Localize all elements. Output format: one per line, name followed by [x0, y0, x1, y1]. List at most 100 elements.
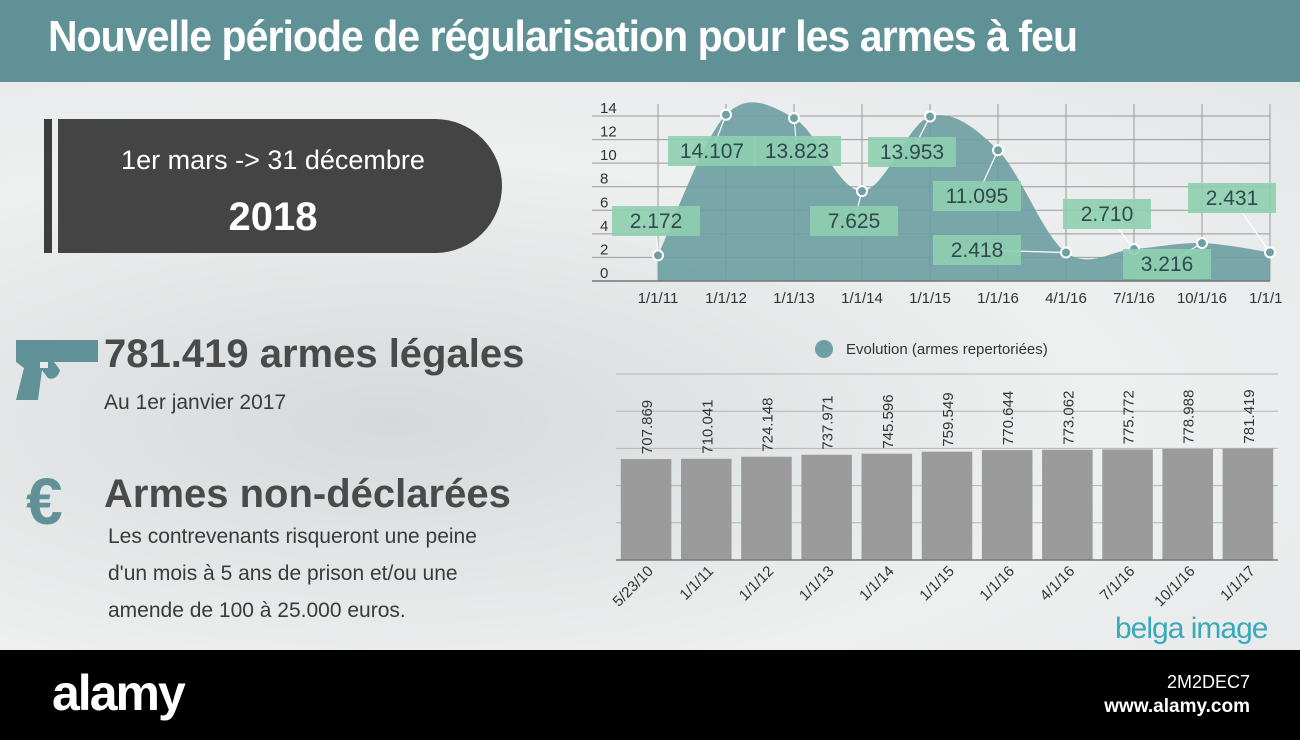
undeclared-description: Les contrevenants risqueront une peine d…: [108, 518, 477, 629]
legal-subtitle: Au 1er janvier 2017: [104, 391, 287, 414]
period-box-pill: 1er mars -> 31 décembre 2018: [58, 119, 502, 253]
bar-value-label: 778.988: [1181, 390, 1198, 444]
bar: [1102, 449, 1153, 560]
data-label: 7.625: [828, 210, 881, 233]
x-tick-label: 5/23/10: [610, 563, 657, 610]
x-tick-label: 7/1/16: [1113, 290, 1155, 307]
image-id: 2M2DEC7: [1166, 672, 1250, 692]
data-point: [720, 108, 732, 121]
x-tick-label: 1/1/14: [841, 290, 883, 307]
x-tick-label: 1/1/12: [705, 290, 747, 307]
data-label-box: [753, 136, 841, 166]
bar-value-label: 724.148: [759, 398, 776, 452]
bar: [620, 459, 672, 560]
pistol-icon: [16, 340, 98, 400]
data-label-box: [612, 206, 700, 236]
data-label: 2.710: [1081, 203, 1134, 226]
data-label-box: [1188, 183, 1276, 213]
description-line: amende de 100 à 25.000 euros.: [108, 599, 406, 622]
data-label-box: [1123, 249, 1211, 279]
x-tick-label: 1/1/16: [976, 563, 1018, 605]
data-label: 2.172: [630, 210, 683, 233]
legend-marker: [815, 340, 833, 358]
data-point: [992, 144, 1004, 157]
y-tick-label: 2: [600, 241, 608, 258]
period-box: 1er mars -> 31 décembre 2018: [44, 119, 502, 253]
bar: [1222, 448, 1274, 560]
x-tick-label: 1/1/12: [736, 563, 778, 605]
data-label: 2.418: [951, 239, 1004, 262]
y-tick-label: 10: [600, 147, 617, 164]
x-tick-label: 1/1/13: [796, 563, 838, 605]
data-point: [1060, 246, 1072, 259]
bar-value-label: 775.772: [1121, 390, 1138, 444]
svg-text:€: €: [26, 468, 63, 532]
bar-value-label: 745.596: [880, 394, 897, 448]
data-label-box: [868, 137, 956, 167]
data-point: [788, 112, 800, 125]
y-tick-label: 0: [600, 265, 608, 282]
data-label-box: [933, 181, 1021, 211]
data-label: 13.953: [880, 141, 944, 164]
x-tick-label: 7/1/16: [1097, 563, 1139, 605]
x-tick-label: 1/1/11: [676, 563, 717, 604]
data-label: 3.216: [1141, 253, 1194, 276]
x-tick-label: 1/1/13: [773, 290, 815, 307]
x-tick-label: 1/1/14: [856, 563, 898, 605]
bar-value-label: 707.869: [639, 400, 656, 454]
page-title: Nouvelle période de régularisation pour …: [48, 12, 1078, 61]
bar: [1162, 448, 1214, 560]
title-banner: Nouvelle période de régularisation pour …: [0, 0, 1300, 82]
data-label: 2.431: [1206, 187, 1259, 210]
data-label-box: [810, 206, 898, 236]
data-point: [1196, 237, 1208, 250]
y-tick-label: 4: [600, 218, 608, 235]
x-tick-label: 1/1/16: [977, 290, 1019, 307]
y-tick-label: 8: [600, 171, 608, 188]
legend-label: Evolution (armes repertoriées): [846, 341, 1048, 358]
x-tick-label: 1/1/17: [1217, 563, 1259, 605]
period-box-accent: [44, 119, 52, 253]
alamy-url: www.alamy.com: [1104, 696, 1250, 717]
y-tick-label: 14: [600, 100, 617, 117]
footer-bar: [0, 650, 1300, 740]
bar-value-label: 759.549: [940, 392, 957, 446]
bar-value-label: 773.062: [1060, 391, 1077, 445]
euro-icon: €: [26, 468, 63, 532]
data-label-box: [668, 136, 756, 166]
x-tick-label: 1/1/15: [916, 563, 958, 605]
undeclared-headline: Armes non-déclarées: [104, 472, 511, 516]
bar: [801, 454, 852, 560]
data-label: 11.095: [946, 185, 1009, 208]
data-point: [1264, 246, 1276, 259]
x-tick-label: 1/1/11: [638, 290, 679, 307]
description-line: Les contrevenants risqueront une peine: [108, 525, 477, 548]
bar-value-label: 781.419: [1241, 389, 1258, 443]
bar: [1042, 449, 1093, 560]
data-label: 14.107: [680, 140, 744, 163]
description-line: d'un mois à 5 ans de prison et/ou une: [108, 562, 458, 585]
bar: [981, 450, 1033, 560]
data-label-box: [1063, 199, 1151, 229]
bar: [741, 456, 792, 560]
x-tick-label: 10/1/16: [1151, 563, 1198, 610]
data-point: [924, 110, 936, 123]
x-tick-label: 10/1/16: [1177, 290, 1227, 307]
bar: [861, 453, 913, 560]
period-year: 2018: [228, 195, 318, 239]
data-point: [856, 185, 868, 198]
y-tick-label: 6: [600, 194, 608, 211]
data-point: [652, 249, 664, 262]
bar-value-label: 737.971: [820, 396, 837, 450]
x-tick-label: 1/1/15: [909, 290, 951, 307]
bar: [680, 458, 732, 560]
belga-image-logo: belga image: [1115, 612, 1268, 645]
period-range: 1er mars -> 31 décembre: [121, 145, 425, 175]
bar: [921, 451, 973, 560]
bar-value-label: 710.041: [699, 400, 716, 454]
data-label: 13.823: [765, 140, 829, 163]
legal-headline: 781.419 armes légales: [104, 332, 525, 376]
data-label-box: [933, 235, 1021, 265]
